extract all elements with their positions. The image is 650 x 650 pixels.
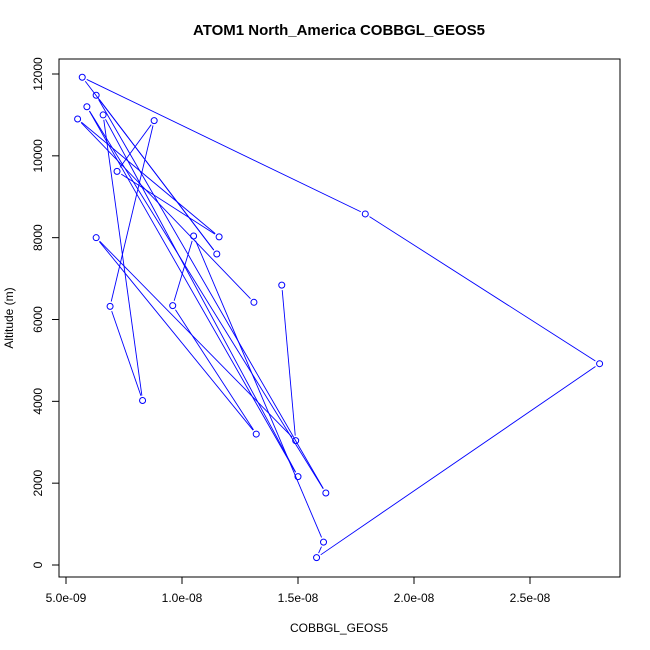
data-point — [169, 302, 177, 310]
data-point — [322, 489, 330, 497]
data-point — [150, 117, 158, 125]
series-segment — [99, 240, 293, 438]
data-point — [139, 397, 147, 405]
data-point — [278, 281, 286, 289]
series-segment — [175, 309, 254, 431]
data-point — [78, 73, 86, 81]
x-tick-label: 2.5e-08 — [510, 591, 551, 605]
x-tick-label: 1.0e-08 — [162, 591, 203, 605]
data-point — [83, 103, 91, 111]
y-tick-label: 0 — [31, 561, 45, 568]
series-segment — [119, 124, 152, 168]
data-point — [215, 233, 223, 241]
series-segment — [318, 546, 322, 554]
x-tick-label: 1.5e-08 — [278, 591, 319, 605]
y-tick-label: 10000 — [31, 139, 45, 173]
series-segment — [105, 119, 297, 473]
series-segment — [98, 241, 254, 431]
data-point — [313, 554, 321, 562]
x-tick-label: 2.0e-08 — [394, 591, 435, 605]
data-point — [250, 298, 258, 306]
series-segment — [111, 310, 142, 396]
series-segment — [98, 99, 324, 489]
series-segment — [110, 125, 154, 302]
y-axis: 0 2000 4000 6000 8000 10000 12000 — [31, 57, 60, 568]
series-segment — [89, 110, 324, 489]
series-segment — [80, 122, 251, 300]
data-point — [190, 232, 198, 240]
series-points — [74, 73, 604, 562]
data-point — [292, 437, 300, 445]
y-tick-label: 12000 — [31, 57, 45, 91]
data-point — [294, 473, 302, 481]
series-segment — [173, 240, 193, 301]
y-tick-label: 4000 — [31, 388, 45, 415]
series-segment — [369, 216, 596, 362]
x-axis-label: COBBGL_GEOS5 — [290, 621, 388, 635]
series-segment — [86, 79, 361, 213]
plot-frame — [58, 58, 621, 578]
series-line — [80, 79, 596, 556]
y-tick-label: 6000 — [31, 306, 45, 333]
data-point — [596, 360, 604, 368]
y-axis-label: Altitude (m) — [2, 287, 16, 348]
series-segment — [121, 173, 216, 235]
series-segment — [281, 290, 296, 436]
series-segment — [88, 110, 296, 473]
data-point — [74, 115, 82, 123]
data-point — [213, 250, 221, 258]
x-axis: 5.0e-09 1.0e-08 1.5e-08 2.0e-08 2.5e-08 — [46, 576, 551, 605]
data-point — [252, 430, 260, 438]
data-point — [320, 538, 328, 546]
series-segment — [320, 366, 596, 556]
data-point — [92, 91, 100, 99]
data-point — [106, 302, 114, 310]
series-segment — [103, 119, 143, 396]
series-segment — [81, 121, 216, 234]
chart-title: ATOM1 North_America COBBGL_GEOS5 — [193, 22, 485, 39]
x-tick-label: 5.0e-09 — [46, 591, 87, 605]
series-segment — [195, 240, 322, 538]
data-point — [361, 210, 369, 218]
data-point — [92, 234, 100, 242]
data-point — [99, 111, 107, 119]
y-tick-label: 8000 — [31, 224, 45, 251]
data-point — [113, 167, 121, 175]
y-tick-label: 2000 — [31, 469, 45, 496]
series-segment — [98, 98, 215, 251]
